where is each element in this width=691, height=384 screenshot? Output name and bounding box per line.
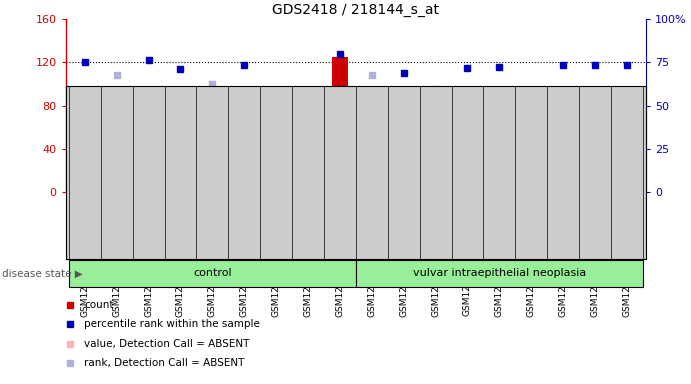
Bar: [555, 143, 571, 192]
Bar: [69, 260, 356, 287]
Bar: [236, 170, 252, 192]
Text: percentile rank within the sample: percentile rank within the sample: [84, 319, 261, 329]
Bar: [523, 122, 539, 192]
Bar: [332, 57, 348, 192]
Bar: [428, 170, 444, 192]
Bar: [587, 132, 603, 192]
Bar: [205, 152, 220, 192]
Text: count: count: [84, 300, 114, 310]
Text: disease state ▶: disease state ▶: [2, 268, 83, 278]
Bar: [268, 143, 284, 192]
Bar: [77, 124, 93, 192]
Text: rank, Detection Call = ABSENT: rank, Detection Call = ABSENT: [84, 358, 245, 368]
Bar: [356, 260, 643, 287]
Bar: [491, 127, 507, 192]
Text: vulvar intraepithelial neoplasia: vulvar intraepithelial neoplasia: [413, 268, 586, 278]
Bar: [108, 156, 124, 192]
Title: GDS2418 / 218144_s_at: GDS2418 / 218144_s_at: [272, 3, 439, 17]
Bar: [140, 116, 157, 192]
Bar: [300, 147, 316, 192]
Bar: [460, 127, 475, 192]
Bar: [619, 147, 635, 192]
Bar: [173, 127, 189, 192]
Text: control: control: [193, 268, 231, 278]
Text: value, Detection Call = ABSENT: value, Detection Call = ABSENT: [84, 339, 249, 349]
Bar: [364, 156, 380, 192]
